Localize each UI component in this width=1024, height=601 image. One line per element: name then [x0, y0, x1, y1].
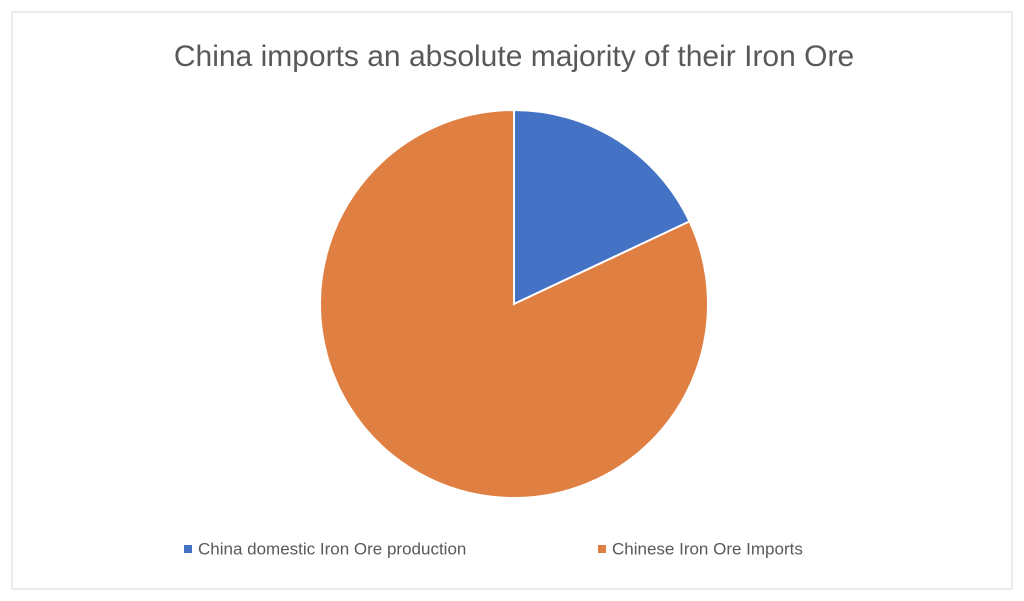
chart-title: China imports an absolute majority of th… — [174, 40, 854, 73]
legend-swatch — [598, 545, 606, 553]
pie-slice — [513, 108, 691, 306]
legend-label: Chinese Iron Ore Imports — [612, 539, 803, 558]
pie-slice — [319, 108, 709, 499]
legend-swatch — [184, 545, 192, 553]
legend-label: China domestic Iron Ore production — [198, 539, 466, 558]
